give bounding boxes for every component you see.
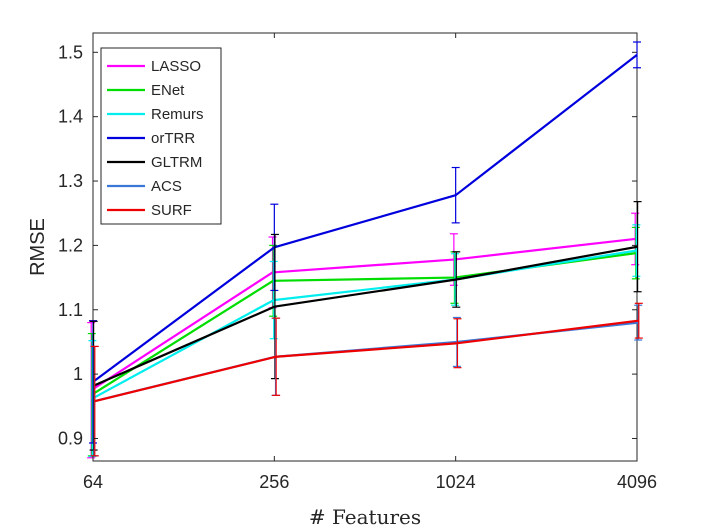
y-tick-label: 1.3 [58,171,83,191]
series-line [91,249,637,400]
x-tick-label: 1024 [436,472,476,492]
y-axis-label: RMSE [27,218,49,276]
series-line [94,319,639,403]
legend-label: ENet [151,82,185,99]
series-surf [90,302,643,457]
y-tick-label: 1.5 [58,42,83,62]
series-line [93,245,638,387]
x-tick-label: 256 [259,472,289,492]
y-tick-label: 1.1 [58,300,83,320]
series-line [90,237,636,392]
y-tick-label: 1 [73,364,83,384]
legend-box [100,47,222,225]
y-tick-label: 1.2 [58,235,83,255]
x-tick-label: 64 [83,472,103,492]
y-tick-label: 1.4 [58,107,83,127]
legend-label: LASSO [151,58,201,75]
series-line [92,54,638,383]
legend-label: orTRR [151,130,195,147]
y-tick-label: 0.9 [58,428,83,448]
x-tick-label: 4096 [617,472,657,492]
legend-label: GLTRM [151,154,202,171]
x-axis-label: # Features [309,505,421,529]
legend-label: SURF [151,202,192,219]
legend-label: ACS [151,178,182,195]
legend-label: Remurs [151,106,204,123]
